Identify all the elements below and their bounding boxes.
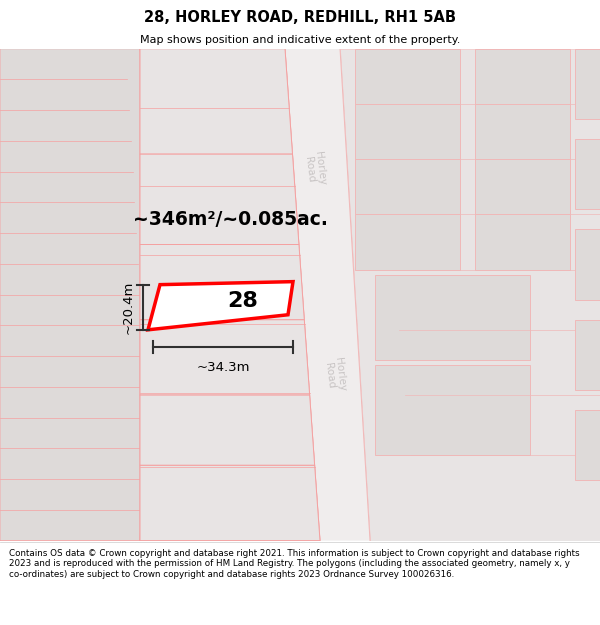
- Polygon shape: [355, 214, 460, 269]
- Text: 28: 28: [227, 291, 257, 311]
- Polygon shape: [140, 466, 320, 541]
- Polygon shape: [475, 49, 570, 104]
- Text: ~34.3m: ~34.3m: [196, 361, 250, 374]
- Text: ~346m²/~0.085ac.: ~346m²/~0.085ac.: [133, 210, 328, 229]
- Polygon shape: [0, 49, 155, 541]
- Text: Horley
Road: Horley Road: [323, 357, 347, 393]
- Text: ~20.4m: ~20.4m: [122, 281, 135, 334]
- Text: Contains OS data © Crown copyright and database right 2021. This information is : Contains OS data © Crown copyright and d…: [9, 549, 580, 579]
- Polygon shape: [285, 49, 370, 541]
- Polygon shape: [140, 49, 293, 154]
- Polygon shape: [140, 244, 304, 320]
- Polygon shape: [375, 274, 530, 360]
- Polygon shape: [575, 139, 600, 209]
- Polygon shape: [140, 154, 299, 244]
- Polygon shape: [475, 214, 570, 269]
- Polygon shape: [475, 159, 570, 214]
- Polygon shape: [575, 320, 600, 390]
- Polygon shape: [355, 104, 460, 159]
- Polygon shape: [340, 49, 600, 541]
- Text: Horley
Road: Horley Road: [302, 151, 328, 188]
- Polygon shape: [375, 365, 530, 455]
- Polygon shape: [575, 410, 600, 481]
- Polygon shape: [140, 395, 314, 466]
- Polygon shape: [355, 159, 460, 214]
- Polygon shape: [355, 49, 460, 104]
- Polygon shape: [575, 229, 600, 300]
- Polygon shape: [148, 282, 293, 330]
- Polygon shape: [575, 49, 600, 119]
- Polygon shape: [475, 104, 570, 159]
- Text: 28, HORLEY ROAD, REDHILL, RH1 5AB: 28, HORLEY ROAD, REDHILL, RH1 5AB: [144, 10, 456, 25]
- Polygon shape: [140, 49, 320, 541]
- Polygon shape: [140, 320, 310, 395]
- Text: Map shows position and indicative extent of the property.: Map shows position and indicative extent…: [140, 35, 460, 45]
